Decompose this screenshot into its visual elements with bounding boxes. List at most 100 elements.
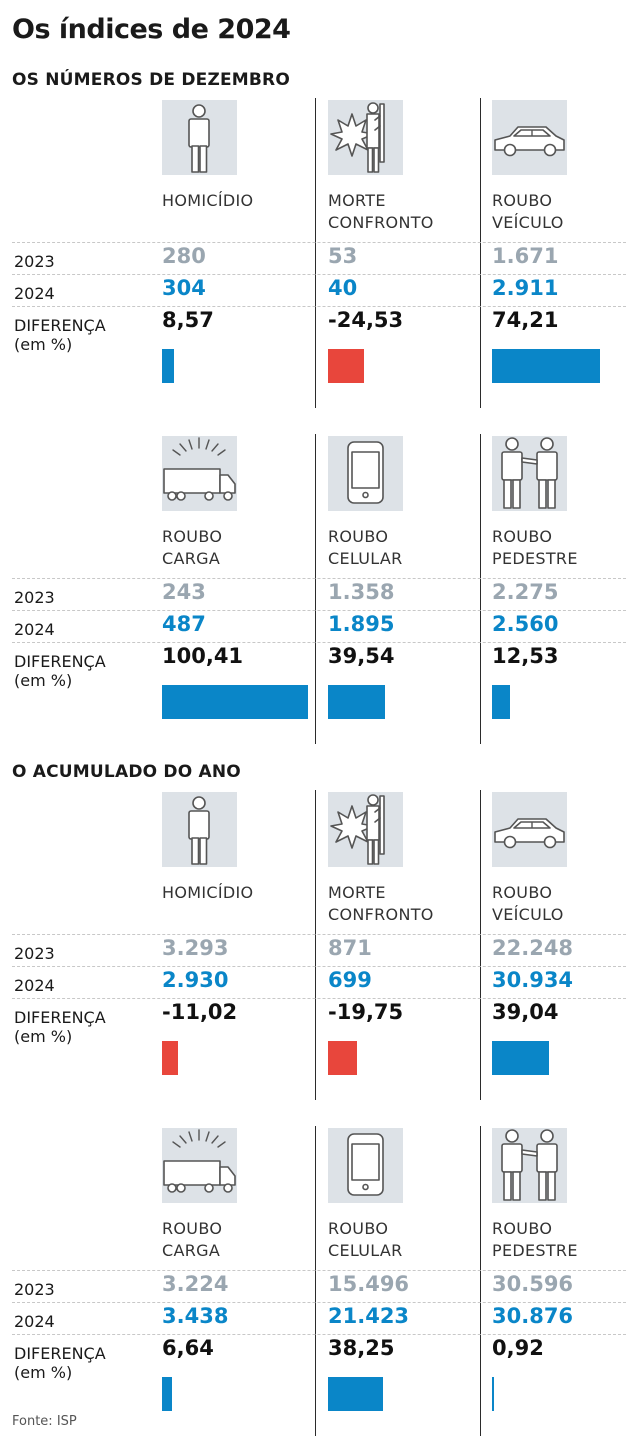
row-label-2024: 2024 bbox=[14, 1312, 55, 1331]
pedestrian-robbery-icon bbox=[492, 1128, 567, 1203]
value-2024: 487 bbox=[162, 612, 206, 636]
row-label-diff: DIFERENÇA (em %) bbox=[14, 1008, 106, 1046]
stats-block: 2023 2024 DIFERENÇA (em %) ROUBO CARGA 243 48… bbox=[0, 434, 640, 746]
value-2023: 243 bbox=[162, 580, 206, 604]
row-divider bbox=[12, 274, 626, 275]
row-divider bbox=[12, 306, 626, 307]
diff-bar-positive bbox=[162, 685, 308, 719]
value-diff: -24,53 bbox=[328, 308, 404, 332]
indicator-label: ROUBO CARGA bbox=[162, 527, 223, 568]
stats-block: 2023 2024 DIFERENÇA (em %) ROUBO CARGA 3.224… bbox=[0, 1126, 640, 1438]
value-2024: 21.423 bbox=[328, 1304, 410, 1328]
column-divider bbox=[480, 1126, 481, 1436]
value-2023: 2.275 bbox=[492, 580, 559, 604]
value-2024: 2.930 bbox=[162, 968, 229, 992]
column-divider bbox=[315, 790, 316, 1100]
person-icon bbox=[162, 100, 237, 175]
value-2023: 280 bbox=[162, 244, 206, 268]
row-divider bbox=[12, 578, 626, 579]
column-divider bbox=[480, 98, 481, 408]
person-icon bbox=[162, 792, 237, 867]
diff-bar-positive bbox=[162, 349, 175, 383]
value-2023: 3.293 bbox=[162, 936, 229, 960]
row-label-2024: 2024 bbox=[14, 284, 55, 303]
pedestrian-robbery-icon bbox=[492, 436, 567, 511]
diff-bar-negative bbox=[162, 1041, 178, 1075]
row-label-2023: 2023 bbox=[14, 944, 55, 963]
diff-bar-positive bbox=[328, 685, 386, 719]
value-2023: 3.224 bbox=[162, 1272, 229, 1296]
diff-bar-positive bbox=[492, 349, 600, 383]
row-divider bbox=[12, 1270, 626, 1271]
value-2024: 1.895 bbox=[328, 612, 395, 636]
value-diff: 38,25 bbox=[328, 1336, 395, 1360]
diff-bar-positive bbox=[492, 685, 511, 719]
indicator-label: ROUBO PEDESTRE bbox=[492, 527, 578, 568]
indicator-label: ROUBO PEDESTRE bbox=[492, 1219, 578, 1260]
car-icon bbox=[492, 100, 567, 175]
value-2024: 2.911 bbox=[492, 276, 559, 300]
indicator-label: MORTE CONFRONTO bbox=[328, 191, 434, 232]
value-2024: 699 bbox=[328, 968, 372, 992]
shootout-icon bbox=[328, 792, 403, 867]
section-title: O ACUMULADO DO ANO bbox=[12, 762, 241, 782]
section-title: OS NÚMEROS DE DEZEMBRO bbox=[12, 70, 291, 90]
diff-bar-negative bbox=[328, 1041, 357, 1075]
column-divider bbox=[315, 1126, 316, 1436]
car-icon bbox=[492, 792, 567, 867]
row-label-2023: 2023 bbox=[14, 1280, 55, 1299]
column-divider bbox=[480, 790, 481, 1100]
indicator-label: HOMICÍDIO bbox=[162, 883, 254, 902]
row-divider bbox=[12, 1334, 626, 1335]
row-divider bbox=[12, 966, 626, 967]
source-note: Fonte: ISP bbox=[12, 1414, 77, 1429]
row-divider bbox=[12, 998, 626, 999]
diff-bar-positive bbox=[492, 1377, 494, 1411]
value-diff: 39,04 bbox=[492, 1000, 559, 1024]
indicator-label: HOMICÍDIO bbox=[162, 191, 254, 210]
phone-icon bbox=[328, 436, 403, 511]
shootout-icon bbox=[328, 100, 403, 175]
value-diff: -19,75 bbox=[328, 1000, 404, 1024]
value-2023: 871 bbox=[328, 936, 372, 960]
value-2024: 304 bbox=[162, 276, 206, 300]
indicator-label: ROUBO VEÍCULO bbox=[492, 883, 564, 924]
value-diff: 39,54 bbox=[328, 644, 395, 668]
value-2024: 30.934 bbox=[492, 968, 574, 992]
value-diff: 0,92 bbox=[492, 1336, 544, 1360]
value-diff: 8,57 bbox=[162, 308, 214, 332]
stats-block: 2023 2024 DIFERENÇA (em %) HOMICÍDIO 3.293 2.… bbox=[0, 790, 640, 1102]
value-2024: 3.438 bbox=[162, 1304, 229, 1328]
indicator-label: ROUBO CARGA bbox=[162, 1219, 223, 1260]
value-2024: 30.876 bbox=[492, 1304, 574, 1328]
column-divider bbox=[480, 434, 481, 744]
value-diff: -11,02 bbox=[162, 1000, 238, 1024]
phone-icon bbox=[328, 1128, 403, 1203]
column-divider bbox=[315, 434, 316, 744]
diff-bar-positive bbox=[328, 1377, 384, 1411]
diff-bar-negative bbox=[328, 349, 364, 383]
indicator-label: ROUBO CELULAR bbox=[328, 1219, 403, 1260]
value-2023: 22.248 bbox=[492, 936, 574, 960]
row-label-diff: DIFERENÇA (em %) bbox=[14, 316, 106, 354]
value-2024: 2.560 bbox=[492, 612, 559, 636]
value-2023: 30.596 bbox=[492, 1272, 574, 1296]
row-label-2023: 2023 bbox=[14, 588, 55, 607]
diff-bar-positive bbox=[162, 1377, 172, 1411]
row-divider bbox=[12, 934, 626, 935]
value-diff: 100,41 bbox=[162, 644, 244, 668]
value-2023: 15.496 bbox=[328, 1272, 410, 1296]
row-divider bbox=[12, 242, 626, 243]
column-divider bbox=[315, 98, 316, 408]
row-divider bbox=[12, 642, 626, 643]
row-label-2023: 2023 bbox=[14, 252, 55, 271]
value-2023: 1.358 bbox=[328, 580, 395, 604]
indicator-label: ROUBO CELULAR bbox=[328, 527, 403, 568]
value-2023: 1.671 bbox=[492, 244, 559, 268]
row-divider bbox=[12, 1302, 626, 1303]
truck-icon bbox=[162, 436, 237, 511]
value-2024: 40 bbox=[328, 276, 358, 300]
row-label-2024: 2024 bbox=[14, 976, 55, 995]
truck-icon bbox=[162, 1128, 237, 1203]
stats-block: 2023 2024 DIFERENÇA (em %) HOMICÍDIO 280 304 8… bbox=[0, 98, 640, 410]
